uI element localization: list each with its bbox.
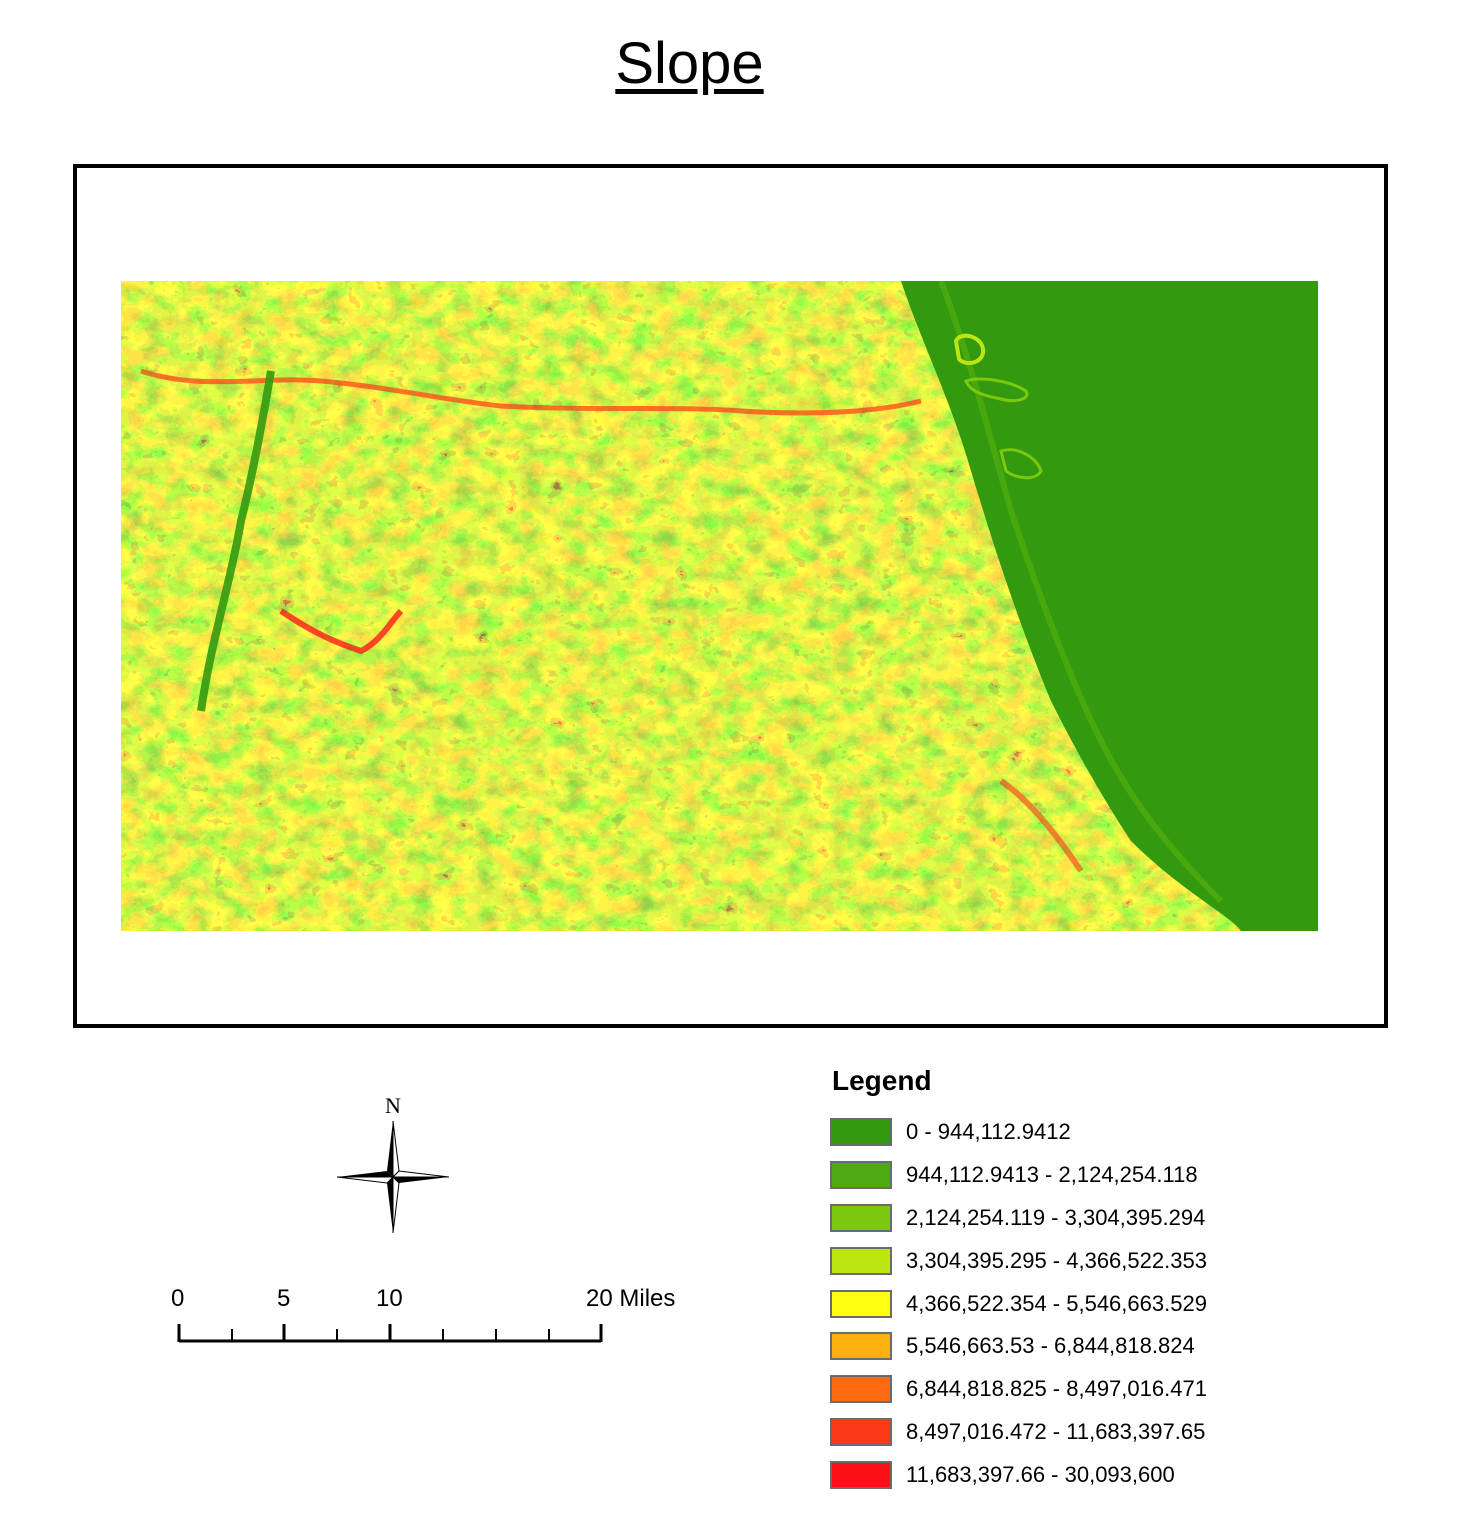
legend-item: 0 - 944,112.9412 (830, 1111, 1430, 1154)
legend-item: 3,304,395.295 - 4,366,522.353 (830, 1239, 1430, 1282)
legend-item: 8,497,016.472 - 11,683,397.65 (830, 1411, 1430, 1454)
legend-label: 8,497,016.472 - 11,683,397.65 (906, 1418, 1206, 1444)
legend-label: 3,304,395.295 - 4,366,522.353 (906, 1247, 1207, 1273)
legend-label: 0 - 944,112.9412 (906, 1119, 1071, 1145)
scale-label-0: 0 (171, 1285, 185, 1312)
map-title: Slope (615, 31, 764, 96)
scale-label-20-miles: 20 Miles (586, 1285, 676, 1312)
legend-swatch (830, 1118, 892, 1147)
scale-label-5: 5 (277, 1285, 291, 1312)
legend-swatch (830, 1375, 892, 1404)
legend-label: 11,683,397.66 - 30,093,600 (906, 1461, 1175, 1487)
legend-label: 6,844,818.825 - 8,497,016.471 (906, 1376, 1207, 1402)
north-arrow: N (333, 1093, 453, 1238)
legend-label: 2,124,254.119 - 3,304,395.294 (906, 1204, 1206, 1230)
legend-item: 4,366,522.354 - 5,546,663.529 (830, 1282, 1430, 1325)
legend-label: 5,546,663.53 - 6,844,818.824 (906, 1333, 1195, 1359)
north-label: N (385, 1093, 401, 1118)
legend-item: 2,124,254.119 - 3,304,395.294 (830, 1197, 1430, 1240)
slope-raster[interactable] (121, 281, 1318, 931)
legend-item: 944,112.9413 - 2,124,254.118 (830, 1154, 1430, 1197)
slope-raster-image (121, 281, 1318, 931)
legend-swatch (830, 1161, 892, 1190)
legend-title: Legend (832, 1065, 932, 1096)
compass-rose-icon (337, 1121, 449, 1233)
scale-bar-ruler (177, 1324, 603, 1343)
legend-swatch (830, 1332, 892, 1361)
scale-bar: 0 5 10 20 Miles (160, 1285, 720, 1355)
scale-label-10: 10 (376, 1285, 403, 1312)
map-frame (73, 164, 1388, 1028)
legend: Legend 0 - 944,112.9412 944,112.9413 - 2,… (830, 1065, 1430, 1496)
legend-swatch (830, 1246, 892, 1275)
legend-label: 4,366,522.354 - 5,546,663.529 (906, 1290, 1207, 1316)
legend-swatch (830, 1417, 892, 1446)
legend-label: 944,112.9413 - 2,124,254.118 (906, 1162, 1198, 1188)
legend-item: 11,683,397.66 - 30,093,600 (830, 1453, 1430, 1496)
legend-swatch (830, 1203, 892, 1232)
legend-item: 5,546,663.53 - 6,844,818.824 (830, 1325, 1430, 1368)
legend-item: 6,844,818.825 - 8,497,016.471 (830, 1368, 1430, 1411)
legend-swatch (830, 1460, 892, 1489)
legend-swatch (830, 1289, 892, 1318)
legend-items: 0 - 944,112.9412 944,112.9413 - 2,124,254… (830, 1111, 1430, 1496)
